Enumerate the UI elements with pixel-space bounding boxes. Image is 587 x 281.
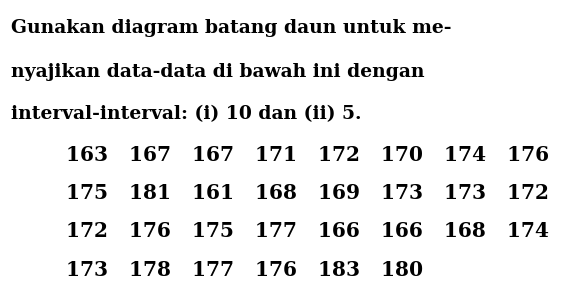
Text: 175   181   161   168   169   173   173   172: 175 181 161 168 169 173 173 172: [66, 183, 549, 203]
Text: 172   176   175   177   166   166   168   174: 172 176 175 177 166 166 168 174: [66, 221, 549, 241]
Text: 163   167   167   171   172   170   174   176: 163 167 167 171 172 170 174 176: [66, 145, 549, 165]
Text: nyajikan data-data di bawah ini dengan: nyajikan data-data di bawah ini dengan: [11, 64, 425, 81]
Text: Gunakan diagram batang daun untuk me-: Gunakan diagram batang daun untuk me-: [11, 19, 452, 37]
Text: interval-interval: (i) 10 dan (ii) 5.: interval-interval: (i) 10 dan (ii) 5.: [11, 105, 362, 123]
Text: 173   178   177   176   183   180: 173 178 177 176 183 180: [66, 260, 423, 280]
